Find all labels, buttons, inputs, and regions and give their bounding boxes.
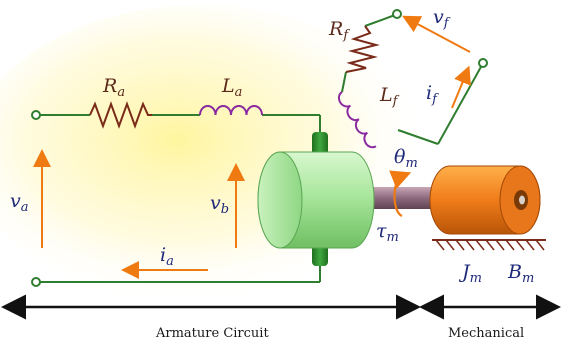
background-glow — [0, 5, 430, 305]
label-if: if — [426, 82, 437, 107]
label-ia: ia — [160, 244, 174, 269]
label-tau-m: τm — [376, 220, 399, 245]
label-theta-m: θm — [394, 146, 418, 171]
mechanical-load — [429, 165, 546, 251]
label-bm: Bm — [508, 261, 535, 286]
label-jm: Jm — [462, 261, 482, 286]
armature-wires — [38, 114, 321, 283]
label-rf: Rf — [329, 18, 349, 43]
ground-hatch — [435, 239, 545, 251]
label-va: va — [10, 190, 29, 215]
label-ra: Ra — [103, 75, 126, 100]
caption-mechanical: Mechanical — [448, 326, 525, 341]
terminal-bottom-left — [31, 277, 41, 287]
label-la: La — [222, 75, 243, 100]
label-vb: vb — [210, 192, 230, 217]
label-lf: Lf — [380, 84, 398, 109]
if-arrow — [451, 65, 471, 109]
vf-arrow — [402, 15, 471, 53]
field-terminal-right — [478, 58, 488, 68]
motor — [257, 132, 448, 266]
load-hub-hole — [519, 195, 525, 205]
caption-armature-circuit: Armature Circuit — [156, 326, 269, 341]
motor-shaft — [360, 187, 448, 209]
terminal-top-left — [31, 110, 41, 120]
motor-end-cap — [257, 151, 303, 249]
field-resistor — [345, 25, 380, 73]
armature-resistor — [89, 101, 152, 129]
field-terminal-top — [392, 9, 402, 19]
rotation-arrow — [389, 170, 412, 218]
armature-inductor — [199, 105, 263, 116]
label-vf: vf — [433, 6, 449, 31]
